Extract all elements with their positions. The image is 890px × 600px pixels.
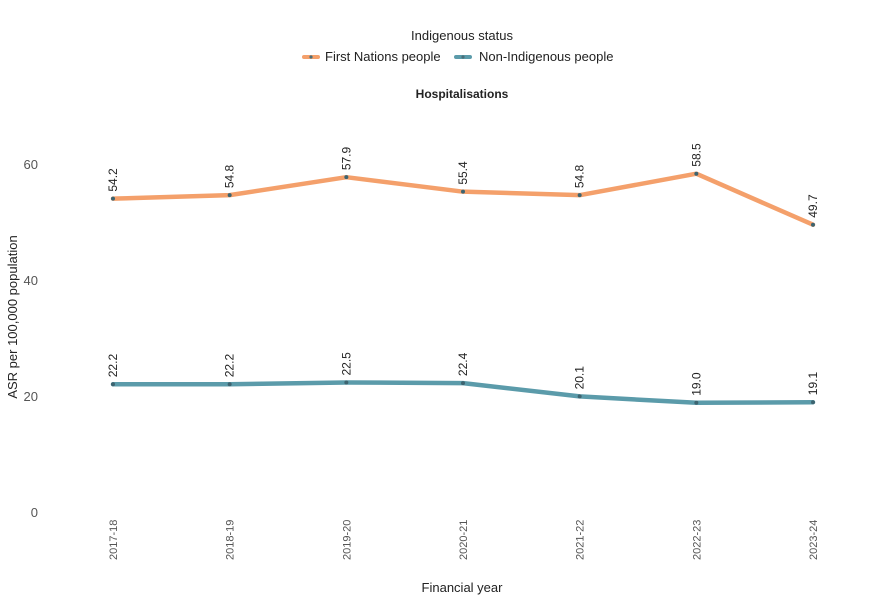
series-non-indigenous: 22.2 22.2 22.5 22.4 20.1 19.0 19.1 xyxy=(106,352,820,406)
series-line xyxy=(110,380,816,406)
y-tick-label: 40 xyxy=(24,273,38,288)
data-label: 20.1 xyxy=(573,366,587,390)
x-tick-label: 2023-24 xyxy=(808,520,820,560)
data-point xyxy=(111,382,115,387)
x-tick-label: 2022-23 xyxy=(691,520,703,560)
y-tick-label: 60 xyxy=(24,157,38,172)
data-label: 54.8 xyxy=(223,164,237,188)
data-point xyxy=(694,171,699,176)
data-point xyxy=(577,193,582,198)
data-point xyxy=(111,196,115,201)
x-tick-label: 2020-21 xyxy=(458,520,470,560)
data-point xyxy=(811,400,815,405)
y-tick-label: 20 xyxy=(24,389,38,404)
data-point xyxy=(461,381,465,386)
x-tick-label: 2017-18 xyxy=(108,520,120,560)
legend-item: Non-Indigenous people xyxy=(454,49,613,64)
y-axis-label: ASR per 100,000 population xyxy=(5,235,20,398)
legend-label: First Nations people xyxy=(325,49,441,64)
y-axis-ticks: 0 20 40 60 xyxy=(24,157,38,520)
legend-swatch-dot xyxy=(309,55,313,59)
data-point xyxy=(344,380,349,385)
data-label: 55.4 xyxy=(456,161,470,185)
series-first-nations: 54.2 54.8 57.9 55.4 54.8 58.5 49.7 xyxy=(106,143,820,227)
data-label: 22.4 xyxy=(456,352,470,376)
chart-title: Hospitalisations xyxy=(416,87,509,101)
data-point xyxy=(694,400,699,405)
data-label: 58.5 xyxy=(689,143,703,167)
legend-label: Non-Indigenous people xyxy=(479,49,613,64)
data-label: 22.2 xyxy=(223,354,237,378)
data-point xyxy=(811,222,815,227)
legend-item: First Nations people xyxy=(302,49,441,64)
data-label: 19.1 xyxy=(806,372,820,396)
data-label: 22.5 xyxy=(339,352,353,376)
legend-swatch-dot xyxy=(461,55,465,59)
data-label: 54.8 xyxy=(573,164,587,188)
data-point xyxy=(227,382,232,387)
data-label: 49.7 xyxy=(806,194,820,218)
data-point xyxy=(577,394,582,399)
data-label: 19.0 xyxy=(689,372,703,396)
x-axis-label: Financial year xyxy=(422,580,504,595)
data-point xyxy=(461,189,465,194)
x-tick-label: 2018-19 xyxy=(225,520,237,560)
data-point xyxy=(344,175,349,180)
legend-title: Indigenous status xyxy=(411,28,513,43)
legend: First Nations people Non-Indigenous peopl… xyxy=(302,49,613,64)
y-tick-label: 0 xyxy=(31,505,38,520)
data-label: 57.9 xyxy=(339,146,353,170)
x-axis-ticks: 2017-18 2018-19 2019-20 2020-21 2021-22 2022-… xyxy=(108,520,820,560)
data-label: 54.2 xyxy=(106,168,120,192)
data-point xyxy=(227,193,232,198)
data-label: 22.2 xyxy=(106,354,120,378)
x-tick-label: 2019-20 xyxy=(341,520,353,560)
x-tick-label: 2021-22 xyxy=(575,520,587,560)
series-layer: 54.2 54.8 57.9 55.4 54.8 58.5 49.7 22.2 22.2 22.5… xyxy=(106,143,820,406)
